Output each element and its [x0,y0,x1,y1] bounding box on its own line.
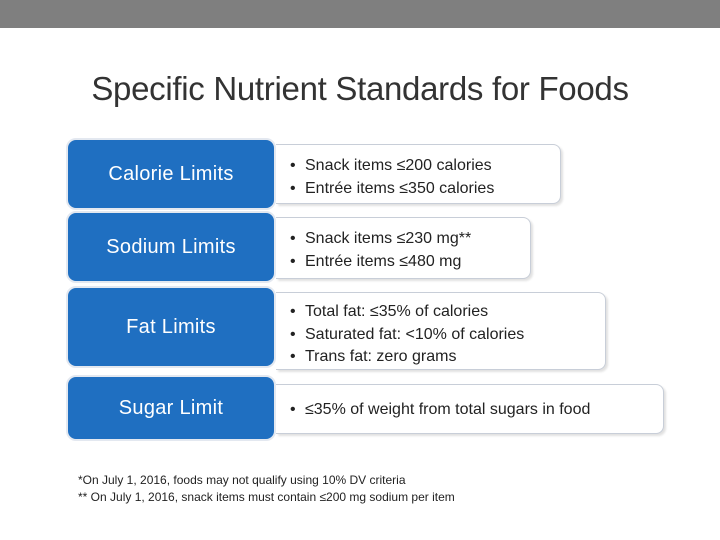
top-bar [0,0,720,28]
list-item: Total fat: ≤35% of calories [290,301,591,324]
sodium-limits-details: Snack items ≤230 mg** Entrée items ≤480 … [276,217,531,279]
fat-limits-details: Total fat: ≤35% of calories Saturated fa… [276,292,606,370]
page-title: Specific Nutrient Standards for Foods [91,70,629,107]
calorie-limits-details: Snack items ≤200 calories Entrée items ≤… [276,144,561,204]
list-item: Snack items ≤230 mg** [290,228,516,251]
fat-limits-label: Fat Limits [66,286,276,368]
sugar-limit-label: Sugar Limit [66,375,276,441]
list-item: Trans fat: zero grams [290,346,591,369]
footnote-2: ** On July 1, 2016, snack items must con… [78,490,455,504]
footnote-1: *On July 1, 2016, foods may not qualify … [78,473,406,487]
list-item: ≤35% of weight from total sugars in food [290,399,649,422]
sodium-limits-label: Sodium Limits [66,211,276,283]
list-item: Entrée items ≤480 mg [290,251,516,274]
list-item: Snack items ≤200 calories [290,155,546,178]
list-item: Entrée items ≤350 calories [290,178,546,201]
list-item: Saturated fat: <10% of calories [290,324,591,347]
calorie-limits-label: Calorie Limits [66,138,276,210]
sugar-limit-details: ≤35% of weight from total sugars in food [276,384,664,434]
